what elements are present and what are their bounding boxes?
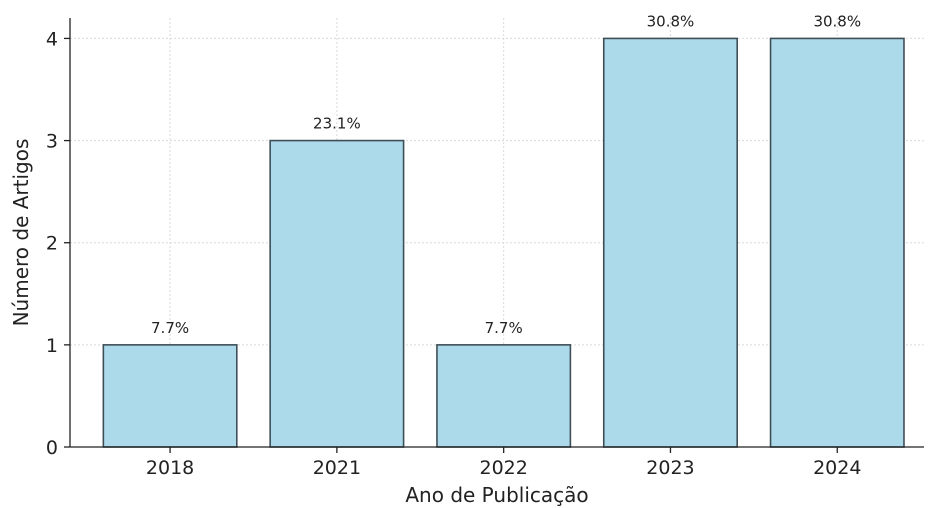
bar-2023 (602, 37, 738, 448)
bar-2024 (769, 37, 905, 448)
y-tick-label-2: 2 (46, 233, 58, 255)
data-label-2023: 30.8% (647, 12, 695, 30)
data-label-2024: 30.8% (813, 12, 861, 30)
y-tick-label-3: 3 (46, 131, 58, 153)
x-tick-labels: 2018 2021 2022 2023 2024 (146, 447, 861, 479)
y-tick-label-0: 0 (46, 437, 58, 459)
data-label-2018: 7.7% (151, 319, 189, 337)
x-axis-title: Ano de Publicação (405, 483, 588, 507)
y-axis-title: Número de Artigos (9, 139, 33, 327)
bar-2018 (102, 344, 238, 448)
x-tick-label-2022: 2022 (479, 457, 527, 479)
x-tick-label-2018: 2018 (146, 457, 194, 479)
axes (69, 18, 924, 448)
y-tick-label-1: 1 (46, 335, 58, 357)
y-tick-label-4: 4 (46, 28, 58, 50)
data-label-2021: 23.1% (313, 115, 361, 133)
y-tick-labels: 0 1 2 3 4 (46, 28, 70, 459)
x-tick-label-2023: 2023 (646, 457, 694, 479)
bar-2021 (269, 139, 405, 448)
data-labels: 7.7% 23.1% 7.7% 30.8% 30.8% (151, 12, 861, 336)
x-tick-label-2024: 2024 (813, 457, 861, 479)
bars (102, 37, 905, 448)
x-tick-label-2021: 2021 (313, 457, 361, 479)
data-label-2022: 7.7% (485, 319, 523, 337)
bar-2022 (436, 344, 572, 448)
